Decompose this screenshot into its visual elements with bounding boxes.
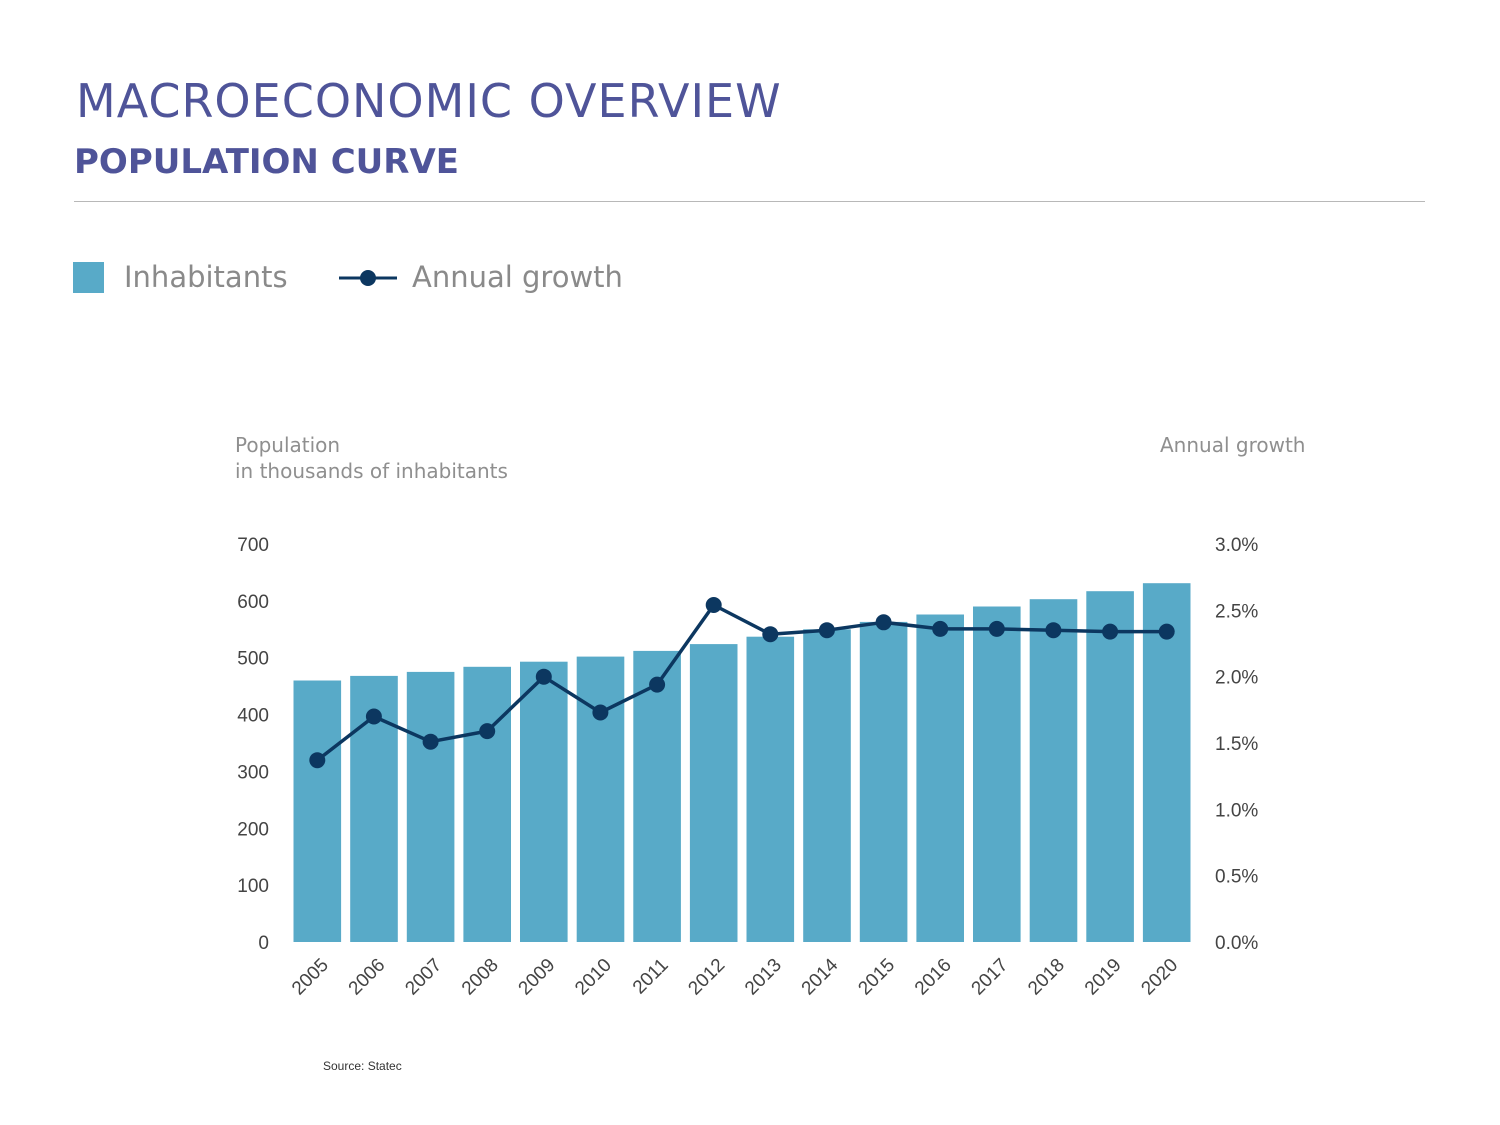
bar-2020 — [1142, 583, 1191, 942]
bar-2008 — [463, 666, 511, 942]
x-tick-label: 2014 — [798, 954, 843, 999]
x-tick-label: 2007 — [401, 955, 446, 1000]
legend-line-marker — [339, 270, 397, 286]
legend-label-inhabitants: Inhabitants — [124, 260, 288, 294]
left-tick-label: 700 — [237, 535, 269, 556]
bar-2018 — [1029, 599, 1078, 942]
left-tick-label: 300 — [237, 762, 269, 783]
left-tick-label: 500 — [237, 649, 269, 670]
x-tick-label: 2006 — [345, 955, 390, 1000]
bar-2009 — [520, 661, 568, 942]
title-divider — [74, 201, 1425, 202]
growth-point-2010 — [592, 704, 609, 721]
x-tick-label: 2010 — [571, 955, 616, 1000]
growth-point-2014 — [818, 622, 835, 639]
left-tick-label: 0 — [258, 933, 269, 954]
source-note: Source: Statec — [323, 1059, 402, 1073]
right-tick-label: 2.5% — [1215, 601, 1258, 622]
growth-point-2005 — [309, 752, 326, 769]
growth-point-2008 — [479, 723, 496, 740]
legend-label-annual-growth: Annual growth — [412, 260, 623, 294]
x-tick-label: 2017 — [968, 955, 1013, 1000]
bar-2007 — [406, 671, 455, 942]
left-tick-label: 600 — [237, 592, 269, 613]
page-title: MACROECONOMIC OVERVIEW — [76, 74, 782, 128]
left-axis-title: Population in thousands of inhabitants — [235, 432, 508, 484]
growth-point-2006 — [365, 708, 382, 725]
growth-point-2012 — [705, 597, 722, 613]
growth-point-2016 — [932, 620, 949, 637]
growth-line — [316, 603, 1167, 762]
x-tick-label: 2012 — [684, 955, 729, 1000]
left-axis-title-line-1: Population — [235, 433, 341, 457]
chart-legend: Inhabitants Annual growth — [73, 260, 773, 296]
page-subtitle: POPULATION CURVE — [74, 142, 460, 182]
right-tick-label: 1.0% — [1215, 800, 1258, 821]
right-tick-label: 1.5% — [1215, 734, 1258, 755]
growth-point-2011 — [649, 676, 666, 693]
left-axis-title-line-2: in thousands of inhabitants — [235, 459, 508, 483]
bar-2012 — [689, 644, 738, 942]
right-axis-title: Annual growth — [1160, 433, 1306, 457]
bar-2013 — [746, 636, 795, 942]
x-tick-label: 2013 — [741, 955, 786, 1000]
x-tick-label: 2016 — [911, 955, 956, 1000]
x-tick-label: 2011 — [629, 955, 673, 999]
right-tick-label: 0.5% — [1215, 867, 1258, 888]
growth-point-2020 — [1158, 623, 1175, 640]
left-tick-label: 200 — [237, 819, 269, 840]
x-tick-label: 2019 — [1081, 955, 1126, 1000]
left-tick-label: 100 — [237, 876, 269, 897]
bar-2011 — [633, 650, 681, 942]
legend-swatch-inhabitants — [73, 262, 104, 293]
bar-2005 — [293, 680, 342, 942]
left-tick-label: 400 — [237, 706, 269, 727]
growth-point-2015 — [875, 614, 892, 631]
bar-2010 — [576, 656, 625, 942]
right-tick-label: 2.0% — [1215, 668, 1258, 689]
bar-2016 — [916, 614, 964, 942]
x-tick-label: 2009 — [515, 955, 560, 1000]
x-tick-label: 2005 — [288, 955, 333, 1000]
x-tick-label: 2020 — [1137, 955, 1182, 1000]
growth-point-2007 — [422, 733, 439, 750]
growth-point-2019 — [1102, 623, 1119, 640]
growth-point-2018 — [1045, 622, 1062, 639]
x-tick-label: 2015 — [854, 955, 899, 1000]
right-tick-label: 0.0% — [1215, 933, 1258, 954]
bar-2015 — [859, 621, 908, 942]
x-tick-label: 2018 — [1024, 955, 1069, 1000]
bar-2019 — [1086, 591, 1134, 942]
growth-point-2013 — [762, 626, 779, 643]
bar-2014 — [803, 629, 851, 942]
growth-point-2017 — [988, 620, 1005, 637]
right-tick-label: 3.0% — [1215, 535, 1258, 556]
x-tick-label: 2008 — [458, 955, 503, 1000]
bar-2017 — [973, 606, 1021, 942]
growth-point-2009 — [535, 668, 552, 685]
